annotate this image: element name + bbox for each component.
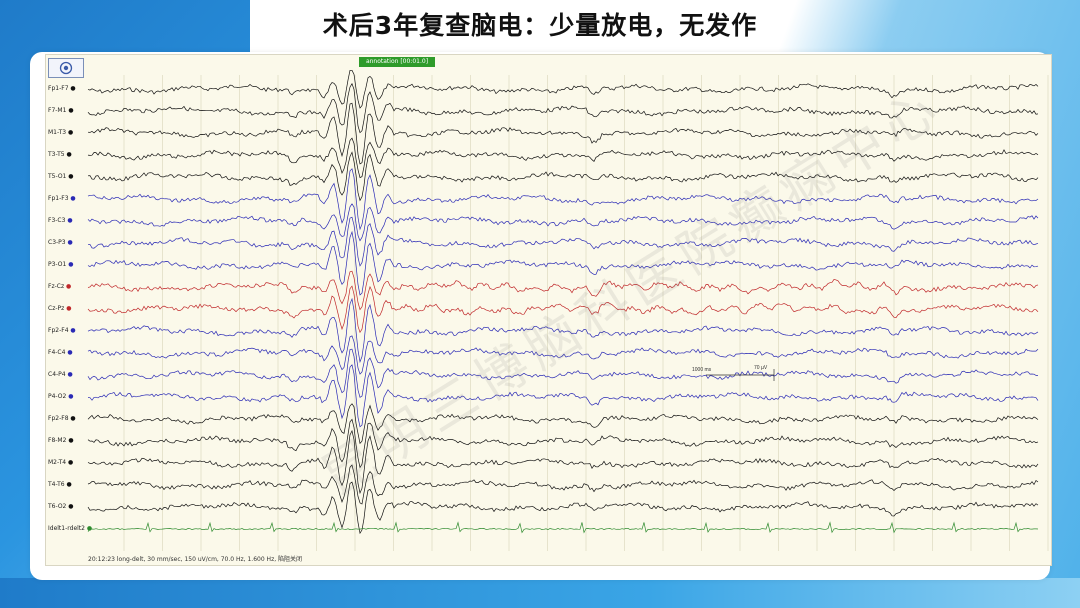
channel-label: T6-O2 ● (48, 503, 74, 510)
channel-trace (87, 151, 1039, 202)
slide-title: 术后3年复查脑电：少量放电，无发作 (322, 11, 758, 40)
channel-dot-icon: ● (66, 459, 74, 466)
channel-label: Fp2-F8 ● (48, 415, 76, 422)
channel-label: Fp2-F4 ● (48, 327, 76, 334)
channel-dot-icon: ● (65, 349, 73, 356)
channel-trace (87, 418, 1039, 469)
channel-label: Fp1-F3 ● (48, 195, 76, 202)
channel-dot-icon: ● (65, 239, 73, 246)
channel-trace (87, 429, 1039, 495)
channel-dot-icon: ● (66, 503, 74, 510)
channel-dot-icon: ● (66, 107, 74, 114)
channel-label: F4-C4 ● (48, 349, 73, 356)
channel-label: C4-P4 ● (48, 371, 73, 378)
channel-dot-icon: ● (66, 173, 74, 180)
channel-dot-icon: ● (68, 415, 76, 422)
target-icon[interactable] (48, 58, 84, 78)
channel-trace (87, 168, 1039, 231)
channel-trace (87, 464, 1039, 505)
time-scale-label: 1000 ms (692, 367, 712, 373)
channel-trace (87, 203, 1039, 242)
channel-trace (87, 364, 1039, 428)
amplitude-scale-label: 70 µV (754, 365, 768, 371)
channel-dot-icon: ● (68, 85, 76, 92)
channel-label: F7-M1 ● (48, 107, 74, 114)
background-bottom (0, 578, 1080, 608)
channel-dot-icon: ● (66, 129, 74, 136)
channel-dot-icon: ● (68, 327, 76, 334)
status-bar: 20:12:23 long-delt, 30 mm/sec, 150 uV/cm… (88, 556, 303, 563)
channel-dot-icon: ● (64, 481, 72, 488)
channel-dot-icon: ● (64, 305, 72, 312)
channel-trace (87, 348, 1039, 398)
channel-label: F3-C3 ● (48, 217, 73, 224)
channel-dot-icon: ● (66, 393, 74, 400)
channel-trace (87, 82, 1039, 134)
channel-dot-icon: ● (65, 371, 73, 378)
channel-dot-icon: ● (65, 217, 73, 224)
eeg-viewer: Fp1-F7 ● F7-M1 ● M1-T3 ● T3-T5 ● T5-O1 ● Fp1-… (45, 54, 1052, 566)
channel-label: P3-O1 ● (48, 261, 74, 268)
channel-dot-icon: ● (66, 261, 74, 268)
channel-trace (87, 230, 1039, 296)
channel-label: Cz-Pz ● (48, 305, 72, 312)
channel-label: T4-T6 ● (48, 481, 72, 488)
channel-label: C3-P3 ● (48, 239, 73, 246)
channel-trace (87, 481, 1039, 535)
channel-label: T3-T5 ● (48, 151, 72, 158)
channel-label: M2-T4 ● (48, 459, 74, 466)
channel-label: F8-M2 ● (48, 437, 74, 444)
channel-trace (87, 216, 1039, 267)
channel-trace (87, 285, 1039, 334)
channel-label-column: Fp1-F7 ● F7-M1 ● M1-T3 ● T3-T5 ● T5-O1 ● Fp1-… (46, 55, 93, 565)
channel-dot-icon: ● (84, 525, 93, 532)
channel-label: T5-O1 ● (48, 173, 74, 180)
channel-trace (87, 335, 1039, 375)
channel-trace (87, 137, 1039, 179)
channel-trace (87, 297, 1039, 364)
channel-dot-icon: ● (64, 151, 72, 158)
channel-label: Fz-Cz ● (48, 283, 72, 290)
annotation-marker[interactable]: annotation [00:01.0] (359, 57, 435, 67)
scale-bar (706, 369, 775, 381)
channel-dot-icon: ● (66, 437, 74, 444)
channel-trace (87, 270, 1039, 311)
channel-label: Fp1-F7 ● (48, 85, 76, 92)
channel-label: M1-T3 ● (48, 129, 74, 136)
channel-trace (87, 521, 1039, 534)
channel-trace (87, 403, 1039, 445)
channel-trace (87, 102, 1039, 165)
channel-label: P4-O2 ● (48, 393, 74, 400)
channel-dot-icon: ● (68, 195, 76, 202)
channel-label: Idelt1-rdelt2 ● (48, 525, 93, 532)
eeg-waveform-area (87, 69, 1049, 551)
channel-trace (87, 69, 1039, 109)
channel-dot-icon: ● (64, 283, 72, 290)
